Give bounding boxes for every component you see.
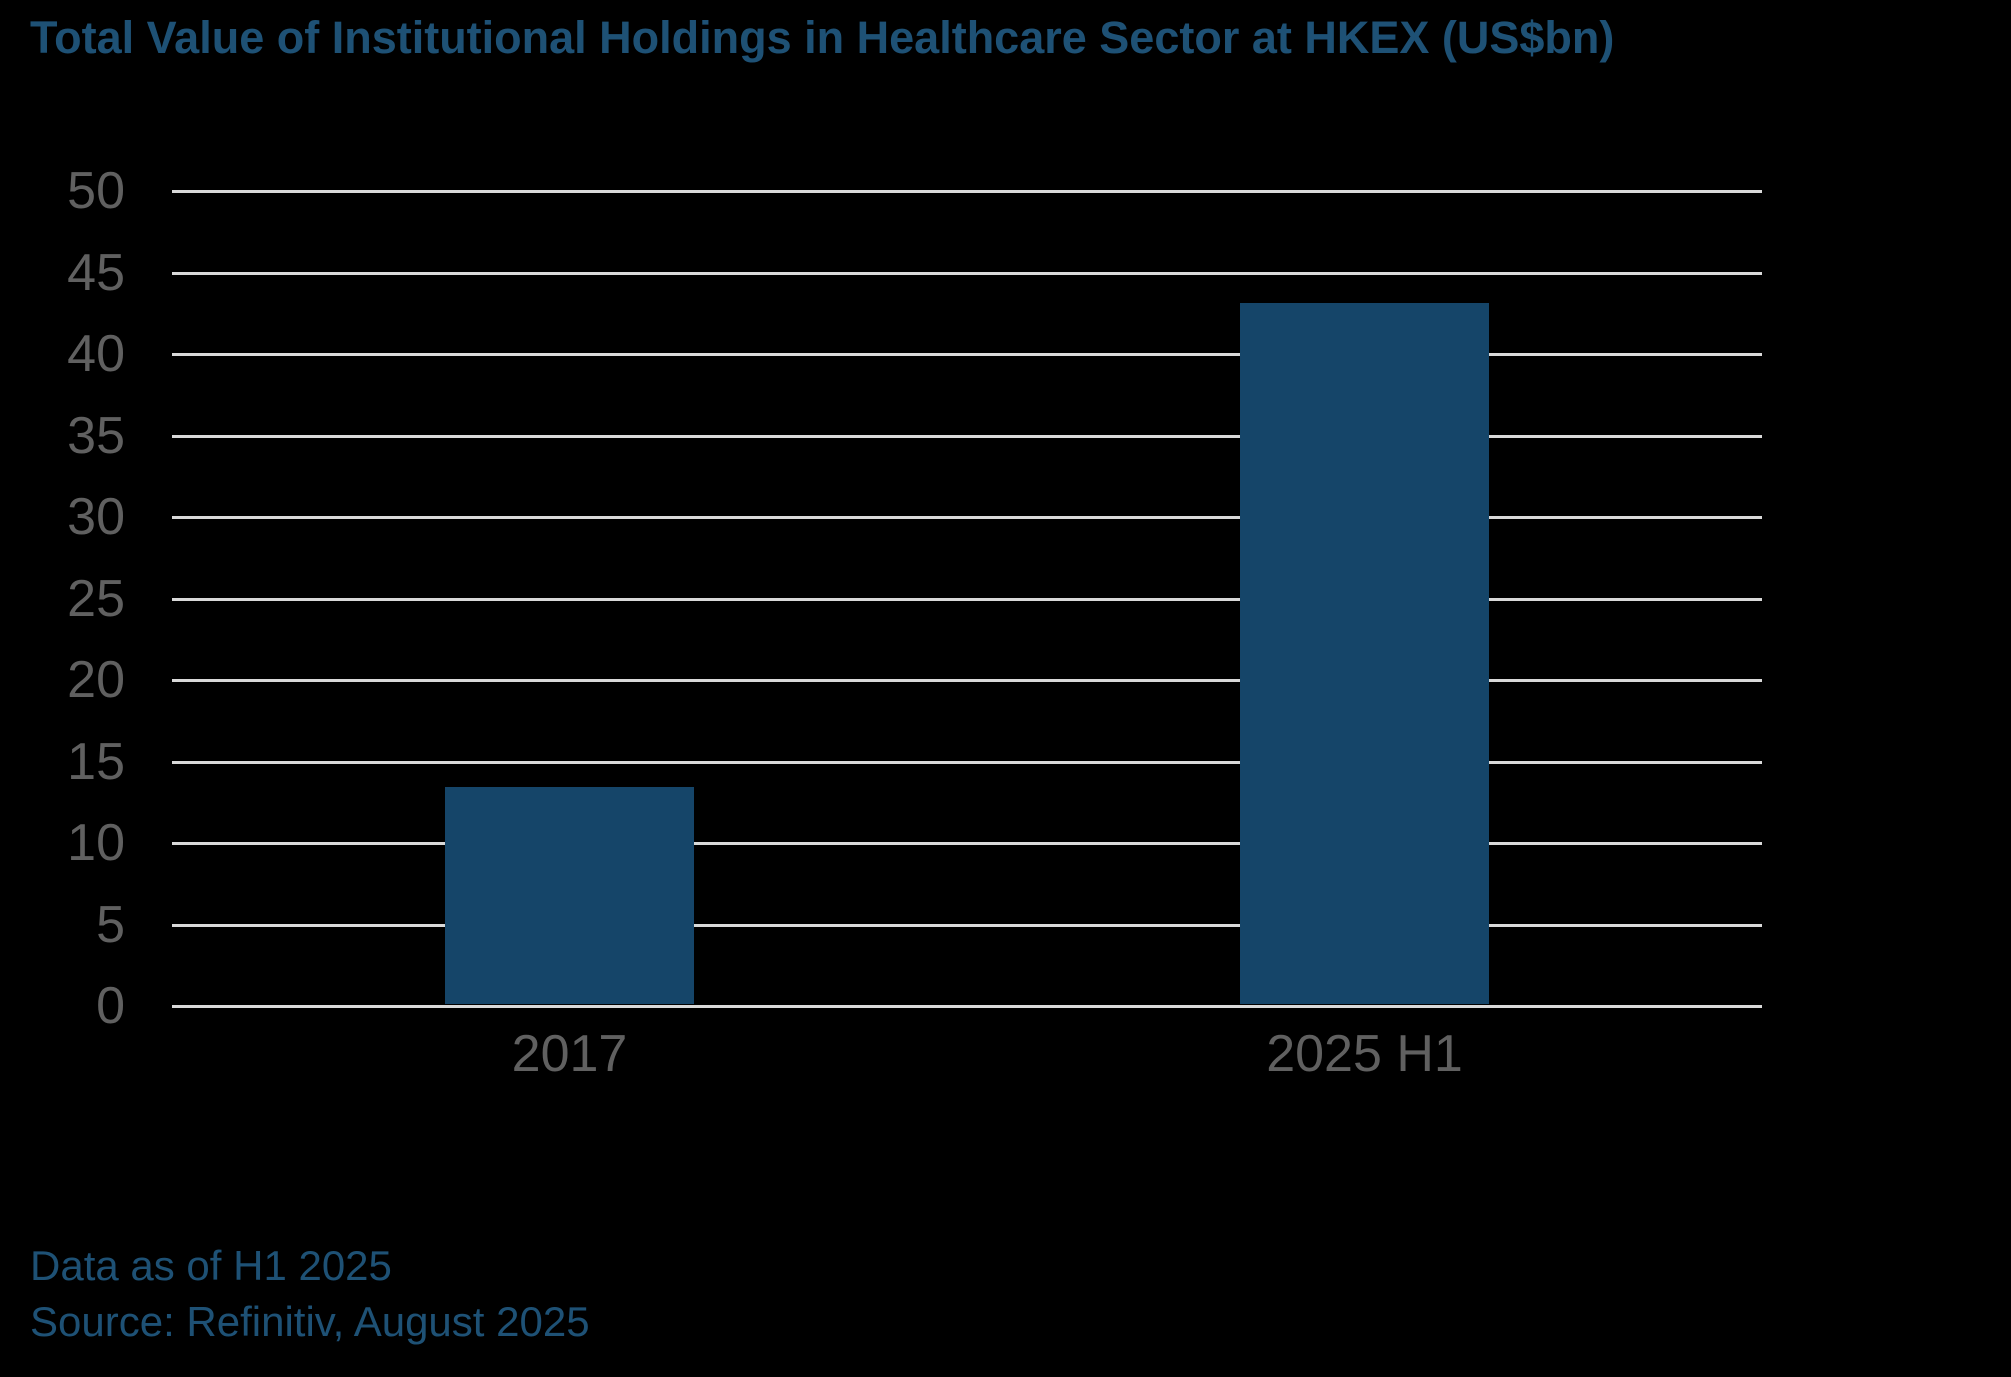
y-tick-label-50: 50	[67, 162, 125, 220]
gridline-20	[172, 679, 1762, 682]
bar-2017	[445, 787, 694, 1004]
y-tick-label-40: 40	[67, 325, 125, 383]
gridline-35	[172, 434, 1762, 438]
footnote-line-1: Data as of H1 2025	[30, 1242, 392, 1289]
gridline-30	[172, 516, 1762, 519]
gridline-50	[172, 190, 1762, 193]
gridline-10	[172, 842, 1762, 845]
y-tick-label-5: 5	[96, 895, 125, 954]
x-tick-label-2017: 2017	[511, 1025, 628, 1083]
y-tick-label-0: 0	[96, 977, 125, 1035]
y-tick-label-10: 10	[67, 814, 125, 872]
plot-area	[172, 190, 1762, 1008]
gridline-45	[172, 271, 1762, 275]
gridline-5	[172, 923, 1762, 927]
gridline-15	[172, 760, 1762, 764]
gridline-25	[172, 597, 1762, 601]
y-tick-label-45: 45	[67, 243, 125, 302]
y-tick-label-35: 35	[67, 406, 125, 465]
chart-title: Total Value of Institutional Holdings in…	[30, 12, 1615, 63]
chart-footnote: Data as of H1 2025 Source: Refinitiv, Au…	[30, 1238, 590, 1350]
gridline-0	[172, 1005, 1762, 1008]
y-tick-label-25: 25	[67, 569, 125, 628]
bar-2025-h1	[1240, 303, 1489, 1004]
gridline-40	[172, 353, 1762, 356]
x-tick-label-2025-h1: 2025 H1	[1266, 1025, 1463, 1083]
y-tick-label-15: 15	[67, 732, 125, 791]
y-tick-label-20: 20	[67, 651, 125, 709]
footnote-line-2: Source: Refinitiv, August 2025	[30, 1298, 590, 1345]
y-tick-label-30: 30	[67, 488, 125, 546]
